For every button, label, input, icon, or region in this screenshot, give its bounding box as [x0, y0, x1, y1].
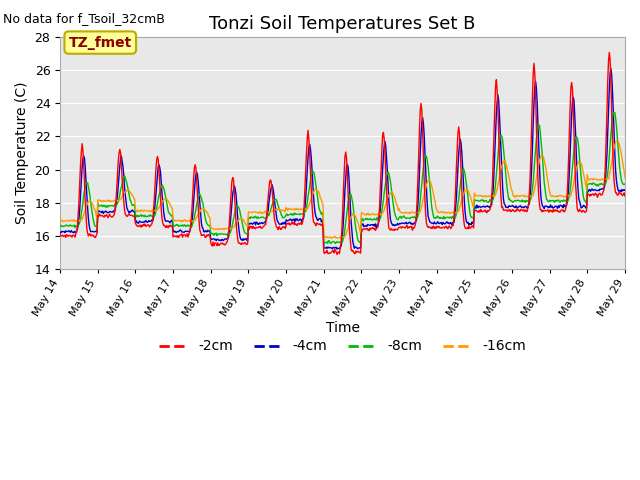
Legend: -2cm, -4cm, -8cm, -16cm: -2cm, -4cm, -8cm, -16cm	[154, 334, 531, 359]
Y-axis label: Soil Temperature (C): Soil Temperature (C)	[15, 82, 29, 224]
Text: No data for f_Tsoil_32cmB: No data for f_Tsoil_32cmB	[3, 12, 165, 25]
X-axis label: Time: Time	[326, 321, 360, 335]
Title: Tonzi Soil Temperatures Set B: Tonzi Soil Temperatures Set B	[209, 15, 476, 33]
Text: TZ_fmet: TZ_fmet	[68, 36, 132, 49]
